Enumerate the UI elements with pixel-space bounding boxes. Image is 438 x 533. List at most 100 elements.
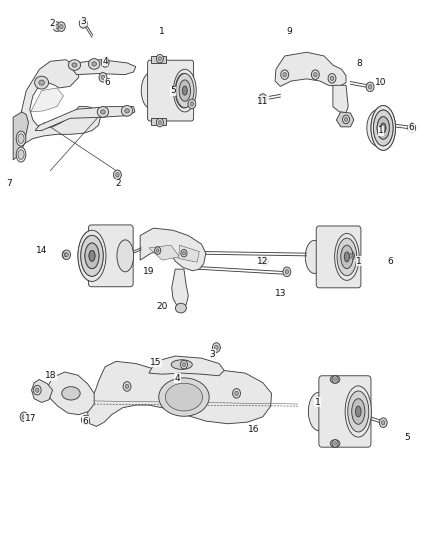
- Circle shape: [81, 415, 89, 425]
- Circle shape: [99, 72, 107, 82]
- Circle shape: [183, 252, 185, 255]
- Circle shape: [349, 254, 352, 258]
- Ellipse shape: [121, 106, 133, 116]
- Polygon shape: [151, 56, 166, 63]
- Text: 1: 1: [356, 257, 362, 265]
- Circle shape: [261, 257, 268, 265]
- Circle shape: [182, 362, 186, 367]
- Circle shape: [332, 376, 338, 383]
- Circle shape: [190, 102, 194, 106]
- Ellipse shape: [141, 72, 161, 109]
- Text: 7: 7: [6, 180, 12, 188]
- Text: 10: 10: [375, 78, 387, 87]
- Circle shape: [334, 378, 336, 381]
- Polygon shape: [149, 245, 180, 260]
- Polygon shape: [179, 245, 199, 262]
- Circle shape: [101, 75, 105, 79]
- Circle shape: [263, 259, 267, 263]
- Circle shape: [20, 412, 28, 422]
- Circle shape: [101, 58, 109, 67]
- Text: 8: 8: [356, 60, 362, 68]
- Ellipse shape: [68, 60, 81, 70]
- Ellipse shape: [344, 252, 350, 262]
- Ellipse shape: [175, 74, 193, 108]
- Ellipse shape: [374, 110, 393, 146]
- Ellipse shape: [16, 147, 26, 162]
- FancyBboxPatch shape: [88, 225, 133, 287]
- Circle shape: [158, 120, 162, 125]
- Ellipse shape: [165, 383, 202, 411]
- Circle shape: [125, 384, 129, 389]
- Circle shape: [113, 170, 121, 180]
- Ellipse shape: [62, 387, 80, 400]
- Ellipse shape: [35, 76, 49, 89]
- Text: 6: 6: [82, 417, 88, 425]
- Ellipse shape: [381, 123, 386, 133]
- Text: 17: 17: [25, 414, 36, 423]
- Ellipse shape: [371, 106, 396, 150]
- Text: 5: 5: [404, 433, 410, 441]
- Ellipse shape: [337, 238, 357, 276]
- Circle shape: [368, 85, 372, 89]
- Ellipse shape: [345, 386, 371, 437]
- Circle shape: [408, 123, 416, 133]
- Polygon shape: [88, 361, 272, 426]
- Text: 1: 1: [159, 28, 165, 36]
- Text: 16: 16: [248, 425, 260, 433]
- Circle shape: [33, 385, 41, 395]
- Circle shape: [328, 74, 336, 83]
- Polygon shape: [31, 88, 64, 112]
- Ellipse shape: [377, 117, 389, 139]
- Polygon shape: [46, 372, 94, 415]
- Circle shape: [233, 389, 240, 398]
- Ellipse shape: [89, 251, 95, 261]
- Ellipse shape: [39, 80, 44, 85]
- Circle shape: [65, 253, 68, 257]
- Circle shape: [332, 440, 338, 447]
- Circle shape: [156, 249, 159, 252]
- Text: 6: 6: [104, 78, 110, 87]
- Circle shape: [381, 421, 385, 425]
- Circle shape: [281, 70, 289, 79]
- Circle shape: [55, 25, 59, 29]
- Polygon shape: [35, 107, 135, 131]
- Polygon shape: [13, 112, 28, 160]
- Ellipse shape: [173, 69, 196, 112]
- Polygon shape: [149, 356, 224, 376]
- Circle shape: [123, 382, 131, 391]
- Circle shape: [261, 96, 265, 101]
- Circle shape: [62, 251, 69, 259]
- Text: 2: 2: [116, 180, 121, 188]
- Ellipse shape: [356, 406, 361, 417]
- Ellipse shape: [171, 360, 192, 369]
- Circle shape: [116, 173, 119, 177]
- Polygon shape: [275, 52, 346, 86]
- Polygon shape: [333, 85, 348, 113]
- Text: 6: 6: [387, 257, 393, 265]
- Circle shape: [155, 247, 161, 254]
- Circle shape: [259, 94, 267, 103]
- Circle shape: [64, 253, 67, 257]
- Ellipse shape: [89, 251, 95, 261]
- Ellipse shape: [18, 134, 24, 143]
- Circle shape: [343, 115, 350, 124]
- Polygon shape: [32, 379, 53, 402]
- Ellipse shape: [330, 440, 340, 447]
- Ellipse shape: [125, 109, 129, 113]
- Ellipse shape: [374, 110, 393, 146]
- Polygon shape: [336, 112, 354, 127]
- Circle shape: [84, 418, 87, 422]
- Ellipse shape: [88, 59, 100, 69]
- Ellipse shape: [85, 243, 99, 269]
- Circle shape: [346, 251, 354, 261]
- Ellipse shape: [176, 74, 194, 108]
- Ellipse shape: [72, 63, 77, 67]
- Circle shape: [283, 72, 286, 77]
- Text: 5: 5: [170, 86, 176, 95]
- Text: 20: 20: [156, 302, 168, 311]
- Circle shape: [283, 267, 291, 277]
- Circle shape: [215, 345, 218, 350]
- Circle shape: [344, 117, 348, 122]
- Circle shape: [53, 22, 61, 31]
- Text: 3: 3: [209, 350, 215, 359]
